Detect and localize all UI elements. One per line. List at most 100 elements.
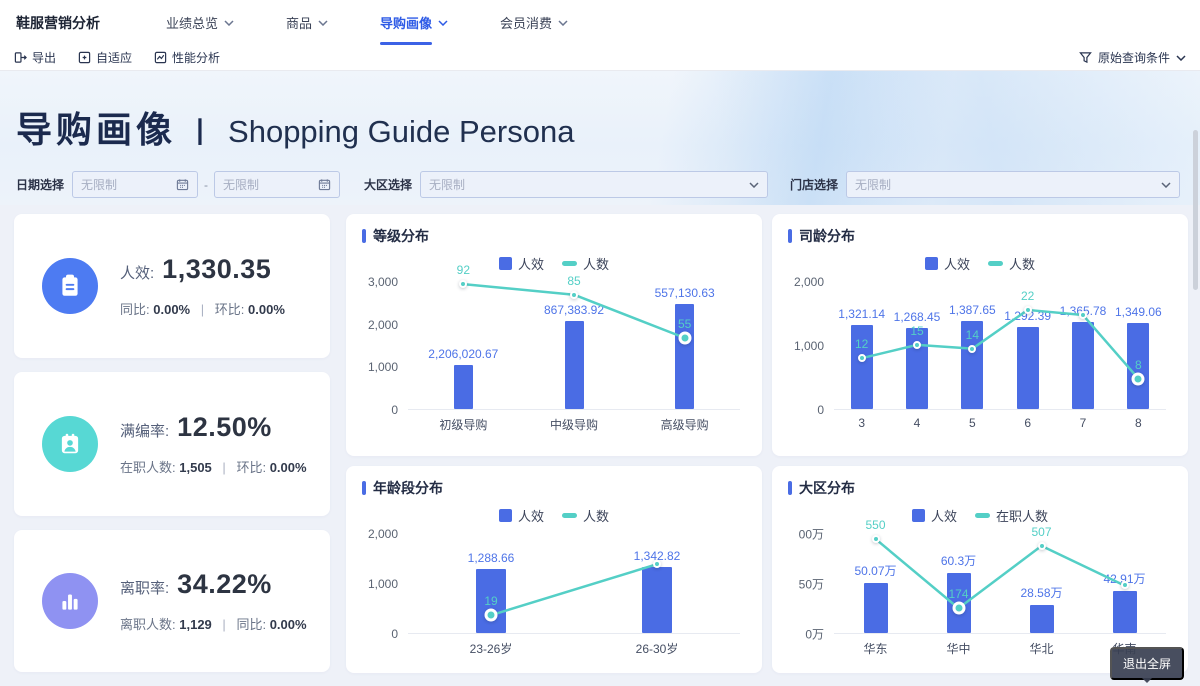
- vertical-scrollbar-thumb[interactable]: [1193, 130, 1198, 290]
- raw-query-conditions-button[interactable]: 原始查询条件: [1079, 49, 1186, 66]
- line-value-label: 14: [965, 327, 980, 342]
- legend-line-swatch: [562, 260, 577, 266]
- bar-value-label: 1,268.45: [893, 310, 941, 325]
- bar-人效[interactable]: [1016, 326, 1039, 409]
- bar-人效[interactable]: [906, 328, 928, 409]
- export-label: 导出: [32, 51, 57, 65]
- line-point-人数[interactable]: [913, 340, 921, 349]
- chart-title-text: 司龄分布: [799, 228, 855, 244]
- exit-fullscreen-button[interactable]: 退出全屏: [1109, 647, 1184, 680]
- y-axis-tick: 1,000: [793, 339, 824, 353]
- line-point-人数[interactable]: [459, 280, 468, 289]
- bar-value-label: 1,321.14: [838, 307, 886, 322]
- date-end-input[interactable]: 无限制: [214, 171, 341, 198]
- tab-products[interactable]: 商品: [286, 0, 328, 45]
- legend-item-bar[interactable]: 人效: [498, 506, 544, 525]
- page-title: 导购画像 丨 Shopping Guide Persona: [16, 101, 574, 153]
- chart-plot: 1,288.66 23-26岁 1,342.82 26-30岁 19: [408, 534, 740, 656]
- kpi-sub-value: 0.00%: [248, 302, 285, 317]
- kpi-value: 1,330.35: [162, 254, 272, 284]
- line-point-人数[interactable]: [1131, 372, 1145, 386]
- kpi-text: 离职率: 34.22% 离职人数: 1,129 | 同比: 0.00%: [120, 569, 307, 633]
- kpi-sub-value: 0.00%: [269, 617, 307, 632]
- chevron-down-icon: [224, 19, 234, 26]
- tab-member-consumption[interactable]: 会员消费: [500, 0, 568, 45]
- date-start-value: 无限制: [81, 178, 118, 192]
- chart-card-level-distribution: 等级分布 人效 人数 0 1,000 2,000 3,000 2,206,020.67…: [346, 214, 762, 456]
- legend-item-bar[interactable]: 人效: [498, 254, 544, 273]
- store-select[interactable]: 无限制: [846, 171, 1180, 198]
- bar-人效[interactable]: [850, 325, 873, 409]
- chevron-down-icon: [1176, 54, 1186, 61]
- export-button[interactable]: 导出: [14, 49, 56, 66]
- line-point-人数[interactable]: [484, 608, 498, 622]
- line-value-label: 12: [854, 337, 869, 352]
- kpi-sub-label: 离职人数:: [120, 617, 176, 632]
- line-point-人数[interactable]: [1023, 305, 1032, 314]
- bar-人效[interactable]: [564, 321, 584, 409]
- bar-人效[interactable]: [1127, 323, 1150, 409]
- line-point-人数[interactable]: [678, 331, 692, 345]
- toolbar: 导出 自适应 性能分析 原始查询条件: [0, 45, 1200, 71]
- bar-value-label: 28.58万: [1020, 585, 1063, 600]
- line-value-label: 22: [1020, 288, 1035, 303]
- kpi-label: 满编率:: [120, 423, 170, 440]
- chevron-down-icon: [438, 19, 448, 26]
- y-axis-tick: 3,000: [367, 275, 398, 289]
- bar-人效[interactable]: [1072, 322, 1094, 409]
- x-axis-category-label: 初级导购: [439, 418, 488, 432]
- kpi-sub-label: 在职人数:: [120, 460, 176, 475]
- y-axis: 0 1,000 2,000: [362, 527, 408, 641]
- x-axis-category-label: 中级导购: [549, 418, 599, 432]
- tab-label: 商品: [286, 16, 313, 31]
- line-point-人数[interactable]: [570, 290, 578, 299]
- x-axis-category-label: 7: [1079, 416, 1087, 430]
- line-point-在职人数[interactable]: [1037, 541, 1046, 550]
- tab-performance-overview[interactable]: 业绩总览: [166, 0, 234, 45]
- y-axis-tick: 2,000: [367, 317, 398, 332]
- x-axis-category-label: 华中: [946, 642, 971, 656]
- bar-value-label: 1,342.82: [633, 548, 681, 563]
- bar-人效[interactable]: [961, 320, 984, 409]
- performance-analysis-button[interactable]: 性能分析: [154, 49, 220, 66]
- legend-bar-swatch: [924, 256, 938, 270]
- region-select[interactable]: 无限制: [420, 171, 769, 198]
- title-accent-bar: [788, 481, 792, 495]
- bar-人效[interactable]: [675, 304, 695, 409]
- bar-人效[interactable]: [453, 364, 473, 409]
- date-start-input[interactable]: 无限制: [72, 171, 199, 198]
- line-point-人数[interactable]: [968, 344, 977, 353]
- y-axis: 0万 50万 00万: [788, 528, 834, 642]
- line-value-label: 174: [948, 587, 969, 602]
- x-axis-category-label: 华北: [1029, 642, 1054, 656]
- bar-人效[interactable]: [642, 566, 672, 633]
- kpi-column: 人效: 1,330.35 同比: 0.00% | 环比: 0.00% 满编率:: [14, 214, 330, 672]
- legend-item-line[interactable]: 人数: [562, 254, 609, 273]
- line-point-在职人数[interactable]: [952, 601, 965, 615]
- line-point-人数[interactable]: [653, 560, 661, 569]
- legend-item-line[interactable]: 人数: [988, 254, 1035, 273]
- tab-shopping-guide-persona[interactable]: 导购画像: [380, 0, 448, 45]
- chart-title: 等级分布: [362, 226, 746, 246]
- line-point-人数[interactable]: [857, 354, 866, 363]
- chart-body: 0 1,000 2,000 1,321.14 3 1,268.45 4 1,387.65 5 1…: [788, 275, 1172, 430]
- kpi-label: 人效:: [120, 265, 155, 282]
- bar-人效[interactable]: [476, 569, 506, 633]
- bar-人效[interactable]: [863, 583, 888, 633]
- x-axis-category-label: 8: [1134, 416, 1142, 430]
- line-point-在职人数[interactable]: [1120, 581, 1129, 590]
- legend-item-bar[interactable]: 人效: [924, 254, 970, 273]
- fit-label: 自适应: [96, 51, 133, 65]
- chart-plot: 1,321.1431,268.4541,387.6551,292.3961,36…: [834, 282, 1166, 430]
- legend-item-line[interactable]: 人数: [562, 506, 609, 525]
- line-point-在职人数[interactable]: [871, 534, 880, 543]
- page-title-en: Shopping Guide Persona: [228, 114, 575, 149]
- legend-item-line[interactable]: 在职人数: [975, 506, 1048, 525]
- bar-人效[interactable]: [1112, 590, 1137, 633]
- tab-label: 会员消费: [500, 16, 553, 31]
- fit-button[interactable]: 自适应: [78, 49, 132, 66]
- bar-人效[interactable]: [1029, 604, 1054, 633]
- legend-item-bar[interactable]: 人效: [911, 506, 957, 525]
- line-point-人数[interactable]: [1079, 311, 1087, 320]
